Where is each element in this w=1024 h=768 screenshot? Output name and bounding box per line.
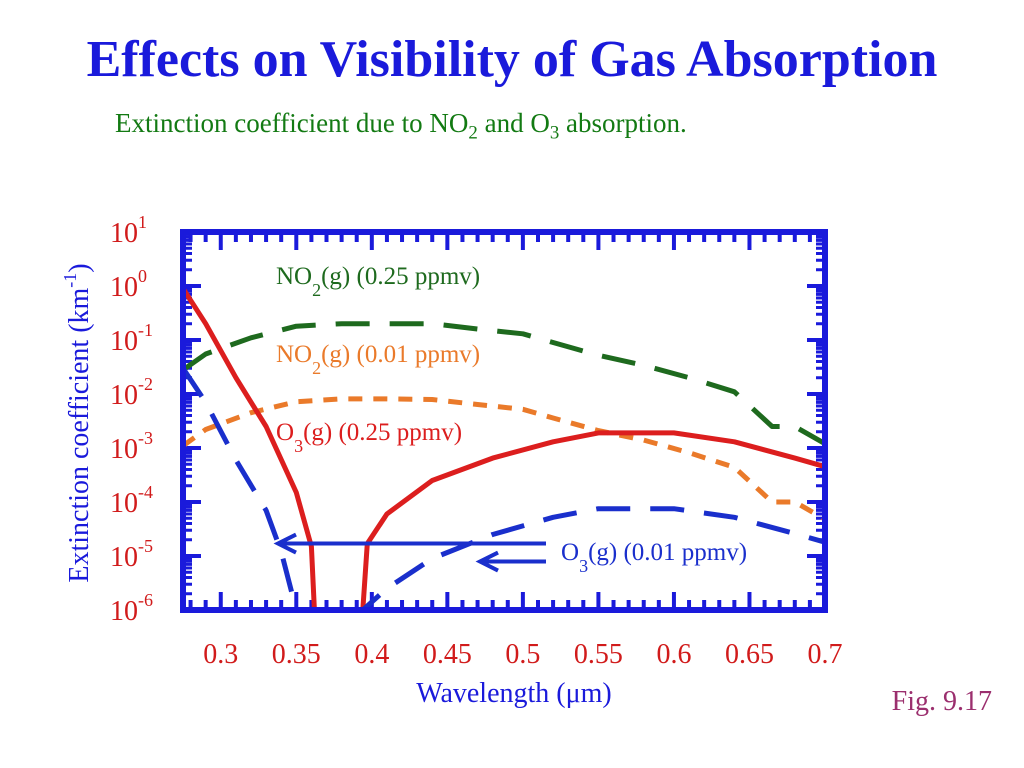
series-line-no2_high bbox=[181, 321, 827, 446]
series-line-no2_low bbox=[181, 396, 827, 522]
series-annotations: NO2(g) (0.25 ppmv)NO2(g) (0.01 ppmv)O3(g… bbox=[276, 263, 747, 576]
series-label-rest: (g) (0.01 ppmv) bbox=[321, 341, 480, 368]
series-layer bbox=[180, 287, 827, 613]
series-label-o3_low: O3(g) (0.01 ppmv) bbox=[561, 539, 747, 576]
x-tick-label: 0.5 bbox=[505, 639, 540, 670]
slide-subtitle: Extinction coefficient due to NO2 and O3… bbox=[115, 108, 687, 144]
annotation-arrows bbox=[273, 532, 546, 573]
y-tick-label: 10-4 bbox=[110, 482, 153, 519]
series-label-o3_high: O3(g) (0.25 ppmv) bbox=[276, 419, 462, 456]
series-label-rest: (g) (0.25 ppmv) bbox=[303, 419, 462, 446]
series-label-rest: (g) (0.01 ppmv) bbox=[588, 539, 747, 566]
x-axis-title: Wavelength (μm) bbox=[416, 678, 611, 709]
y-axis-title-end: ) bbox=[64, 263, 95, 272]
series-label-sub: 3 bbox=[579, 556, 588, 576]
slide-title: Effects on Visibility of Gas Absorption bbox=[86, 31, 938, 88]
y-axis-title-sup: -1 bbox=[60, 273, 80, 288]
x-tick-label: 0.45 bbox=[423, 639, 472, 670]
series-line-o3_high bbox=[180, 287, 826, 613]
arrow-head-long bbox=[273, 532, 297, 555]
x-tick-label: 0.35 bbox=[272, 639, 321, 670]
y-tick-exponent: -4 bbox=[138, 482, 153, 502]
subtitle-sub-2: 3 bbox=[549, 122, 560, 144]
x-tick-label: 0.4 bbox=[354, 639, 389, 670]
tick-labels: 0.3 0.35 0.4 0.45 0.5 0.55 0.6 0.65 0.710110010-… bbox=[110, 212, 843, 670]
x-tick-label: 0.3 bbox=[203, 639, 238, 670]
y-tick-exponent: 1 bbox=[138, 212, 147, 232]
series-label-sub: 3 bbox=[294, 436, 303, 456]
y-tick-label: 10-2 bbox=[110, 374, 153, 411]
series-label-main: O bbox=[276, 419, 294, 446]
x-tick-label: 0.6 bbox=[656, 639, 691, 670]
series-label-sub: 2 bbox=[312, 358, 321, 378]
series-label-no2_low: NO2(g) (0.01 ppmv) bbox=[276, 341, 480, 378]
figure-label: Fig. 9.17 bbox=[891, 686, 992, 717]
y-axis-title: Extinction coefficient (km-1) bbox=[60, 263, 95, 582]
y-axis-title-main: Extinction coefficient (km bbox=[64, 287, 95, 582]
y-tick-exponent: -6 bbox=[138, 590, 153, 610]
series-label-main: O bbox=[561, 539, 579, 566]
subtitle-text-2: and O bbox=[477, 108, 550, 138]
x-tick-label: 0.65 bbox=[725, 639, 774, 670]
y-tick-exponent: 0 bbox=[138, 266, 147, 286]
y-tick-label: 10-3 bbox=[110, 428, 153, 465]
y-tick-exponent: -5 bbox=[138, 536, 153, 556]
series-label-no2_high: NO2(g) (0.25 ppmv) bbox=[276, 263, 480, 300]
y-tick-label: 10-1 bbox=[110, 320, 153, 357]
subtitle-text-1: Extinction coefficient due to NO bbox=[115, 108, 469, 138]
y-tick-exponent: -1 bbox=[138, 320, 153, 340]
series-label-rest: (g) (0.25 ppmv) bbox=[321, 263, 480, 290]
subtitle-text-3: absorption. bbox=[559, 108, 687, 138]
arrow-head-short bbox=[475, 550, 499, 573]
x-tick-label: 0.7 bbox=[808, 639, 843, 670]
y-tick-label: 10-5 bbox=[110, 536, 153, 573]
y-tick-label: 100 bbox=[110, 266, 147, 303]
subtitle-sub-1: 2 bbox=[468, 122, 478, 144]
y-tick-exponent: -3 bbox=[138, 428, 153, 448]
plot-frame bbox=[180, 229, 828, 613]
series-label-sub: 2 bbox=[312, 280, 321, 300]
y-tick-label: 101 bbox=[110, 212, 147, 249]
series-label-main: NO bbox=[276, 263, 312, 290]
series-label-main: NO bbox=[276, 341, 312, 368]
y-tick-label: 10-6 bbox=[110, 590, 153, 627]
x-tick-label: 0.55 bbox=[574, 639, 623, 670]
y-tick-exponent: -2 bbox=[138, 374, 153, 394]
